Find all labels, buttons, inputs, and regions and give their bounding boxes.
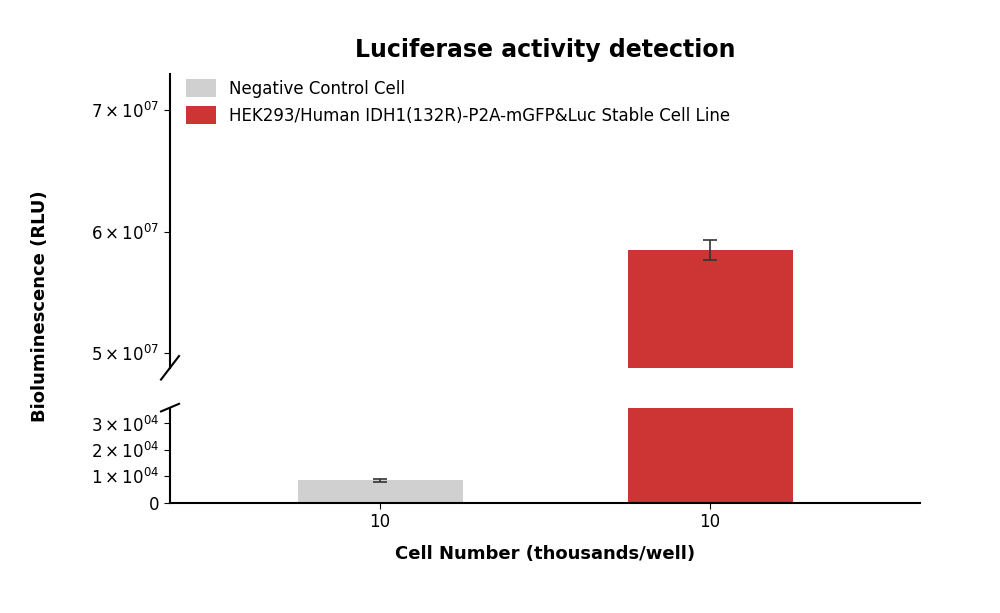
Bar	[298, 480, 462, 503]
Text: Bioluminescence (RLU): Bioluminescence (RLU)	[31, 191, 49, 422]
Bar	[628, 250, 792, 613]
Legend: Negative Control Cell, HEK293/Human IDH1(132R)-P2A-mGFP&Luc Stable Cell Line: Negative Control Cell, HEK293/Human IDH1…	[186, 79, 730, 124]
X-axis label: Cell Number (thousands/well): Cell Number (thousands/well)	[395, 545, 695, 563]
Bar	[628, 0, 792, 503]
Title: Luciferase activity detection: Luciferase activity detection	[355, 38, 735, 62]
